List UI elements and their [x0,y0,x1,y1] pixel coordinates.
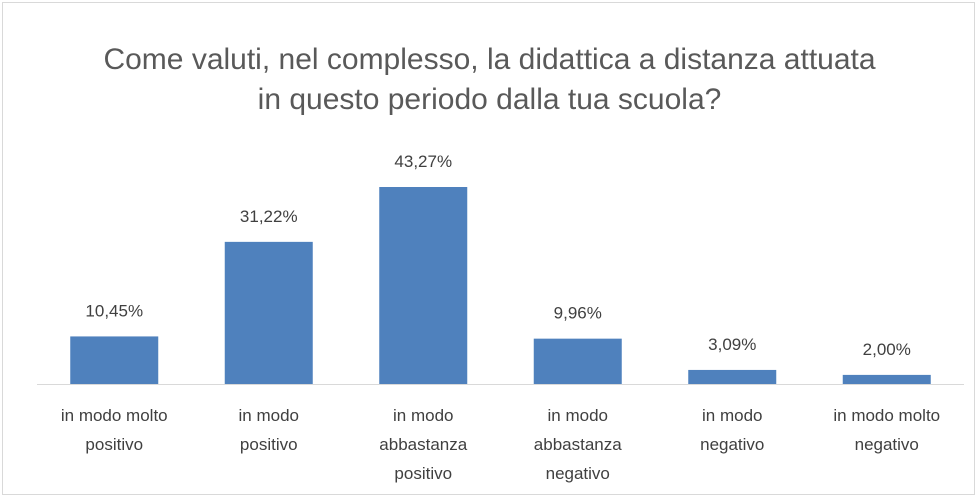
x-tick-label: in modo molto negativo [833,406,941,454]
chart-title: Come valuti, nel complesso, la didattica… [103,43,876,116]
x-tick-label: in modo abbastanza positivo [379,406,468,483]
data-label: 10,45% [85,301,143,320]
bar [688,369,777,384]
bar [224,241,313,384]
data-label: 3,09% [708,335,756,354]
x-tick-label: in modo abbastanza negativo [533,406,622,483]
title-box: Come valuti, nel complesso, la didattica… [0,40,979,120]
data-label: 43,27% [394,152,452,171]
bar [379,187,468,384]
x-tick-label: in modo molto positivo [60,406,168,454]
bar [842,374,931,384]
bar [70,336,159,384]
x-tick-label: in modo negativo [700,406,765,454]
data-label: 31,22% [240,207,298,226]
bar [533,338,622,384]
x-tick-label: in modo positivo [238,406,299,454]
data-label: 9,96% [554,304,602,323]
data-label: 2,00% [863,340,911,359]
